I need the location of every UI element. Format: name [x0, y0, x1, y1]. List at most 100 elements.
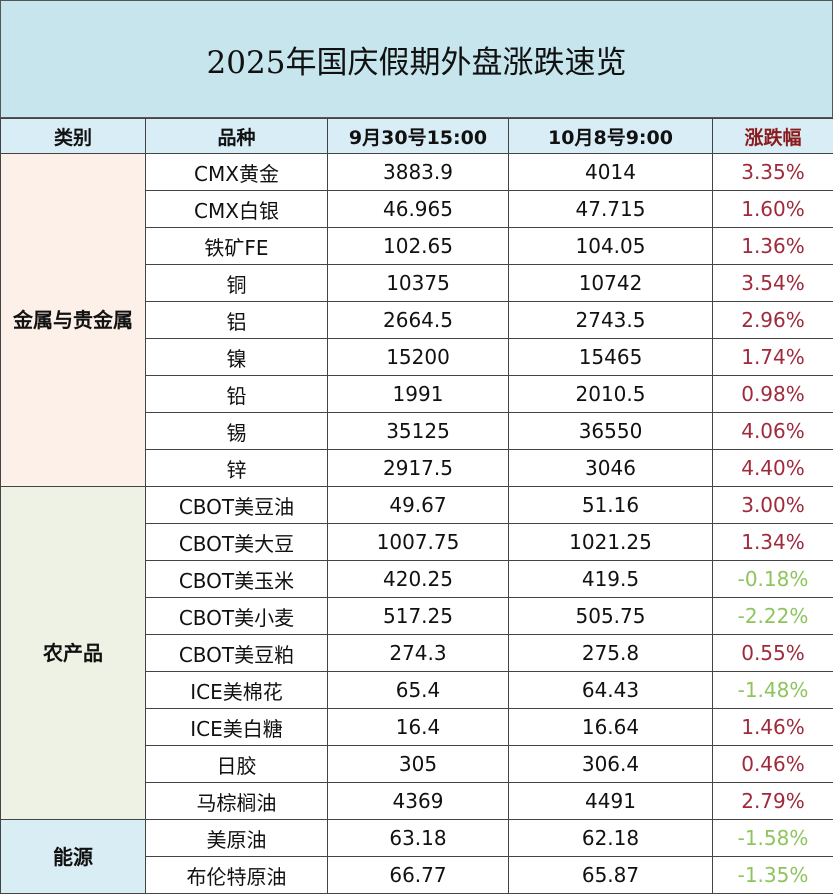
change-cell: 0.46% [712, 745, 833, 783]
price-sep30-cell: 46.965 [327, 190, 509, 228]
change-cell: 4.06% [712, 412, 833, 450]
price-oct8-cell: 51.16 [508, 486, 713, 524]
price-sep30-cell: 102.65 [327, 227, 509, 265]
price-oct8-cell: 275.8 [508, 634, 713, 672]
header-row: 类别 品种 9月30号15:00 10月8号9:00 涨跌幅 [0, 118, 833, 154]
change-cell: 3.35% [712, 153, 833, 191]
table-row: 铜 10375 10742 3.54% [1, 264, 833, 302]
table-row: ICE美棉花 65.4 64.43 -1.48% [1, 671, 833, 709]
product-cell: ICE美棉花 [145, 671, 328, 709]
product-cell: 日胶 [145, 745, 328, 783]
header-price-oct8: 10月8号9:00 [508, 118, 713, 154]
price-oct8-cell: 10742 [508, 264, 713, 302]
price-oct8-cell: 65.87 [508, 856, 713, 894]
price-oct8-cell: 1021.25 [508, 523, 713, 561]
product-cell: 镍 [145, 338, 328, 376]
change-cell: -2.22% [712, 597, 833, 635]
price-oct8-cell: 2010.5 [508, 375, 713, 413]
price-oct8-cell: 4491 [508, 782, 713, 820]
table-row: 镍 15200 15465 1.74% [1, 338, 833, 376]
product-cell: 铝 [145, 301, 328, 339]
change-cell: 1.60% [712, 190, 833, 228]
table-row: CBOT美小麦 517.25 505.75 -2.22% [1, 597, 833, 635]
product-cell: 锡 [145, 412, 328, 450]
change-cell: -0.18% [712, 560, 833, 598]
product-cell: CMX黄金 [145, 153, 328, 191]
table-row: CBOT美玉米 420.25 419.5 -0.18% [1, 560, 833, 598]
price-sep30-cell: 16.4 [327, 708, 509, 746]
price-sep30-cell: 517.25 [327, 597, 509, 635]
price-oct8-cell: 47.715 [508, 190, 713, 228]
product-cell: CBOT美大豆 [145, 523, 328, 561]
change-cell: 1.46% [712, 708, 833, 746]
price-oct8-cell: 36550 [508, 412, 713, 450]
change-cell: -1.58% [712, 819, 833, 857]
price-sep30-cell: 274.3 [327, 634, 509, 672]
change-cell: 3.54% [712, 264, 833, 302]
change-cell: 1.34% [712, 523, 833, 561]
price-sep30-cell: 10375 [327, 264, 509, 302]
category-cell: 能源 [0, 819, 146, 894]
price-sep30-cell: 15200 [327, 338, 509, 376]
product-cell: CBOT美小麦 [145, 597, 328, 635]
price-oct8-cell: 4014 [508, 153, 713, 191]
header-category: 类别 [0, 118, 146, 154]
header-product: 品种 [145, 118, 328, 154]
price-sep30-cell: 4369 [327, 782, 509, 820]
change-cell: 3.00% [712, 486, 833, 524]
table-row: 农产品 CBOT美豆油 49.67 51.16 3.00% [0, 486, 833, 820]
product-cell: 美原油 [145, 819, 328, 857]
price-sep30-cell: 1007.75 [327, 523, 509, 561]
price-oct8-cell: 505.75 [508, 597, 713, 635]
product-cell: 锌 [145, 449, 328, 487]
change-cell: -1.35% [712, 856, 833, 894]
price-oct8-cell: 104.05 [508, 227, 713, 265]
price-oct8-cell: 64.43 [508, 671, 713, 709]
table-row: 日胶 305 306.4 0.46% [1, 745, 833, 783]
price-sep30-cell: 66.77 [327, 856, 509, 894]
price-sep30-cell: 3883.9 [327, 153, 509, 191]
header-change: 涨跌幅 [712, 118, 833, 154]
price-sep30-cell: 2917.5 [327, 449, 509, 487]
page-title: 2025年国庆假期外盘涨跌速览 [0, 0, 833, 118]
price-sep30-cell: 2664.5 [327, 301, 509, 339]
product-cell: CBOT美玉米 [145, 560, 328, 598]
price-oct8-cell: 306.4 [508, 745, 713, 783]
change-cell: 2.96% [712, 301, 833, 339]
price-oct8-cell: 16.64 [508, 708, 713, 746]
product-cell: CMX白银 [145, 190, 328, 228]
category-cell: 金属与贵金属 [0, 153, 146, 487]
change-cell: -1.48% [712, 671, 833, 709]
product-cell: ICE美白糖 [145, 708, 328, 746]
price-oct8-cell: 3046 [508, 449, 713, 487]
price-sep30-cell: 35125 [327, 412, 509, 450]
price-oct8-cell: 62.18 [508, 819, 713, 857]
product-cell: 马棕榈油 [145, 782, 328, 820]
product-cell: CBOT美豆油 [145, 486, 328, 524]
price-oct8-cell: 419.5 [508, 560, 713, 598]
price-change-table: 类别 品种 9月30号15:00 10月8号9:00 涨跌幅 金属与贵金属 CMX… [0, 118, 833, 894]
table-row: 锌 2917.5 3046 4.40% [1, 449, 833, 487]
product-cell: 铁矿FE [145, 227, 328, 265]
price-sep30-cell: 63.18 [327, 819, 509, 857]
change-cell: 1.36% [712, 227, 833, 265]
price-sep30-cell: 420.25 [327, 560, 509, 598]
product-cell: 铅 [145, 375, 328, 413]
table-row: ICE美白糖 16.4 16.64 1.46% [1, 708, 833, 746]
table-row: 布伦特原油 66.77 65.87 -1.35% [1, 856, 833, 894]
price-sep30-cell: 49.67 [327, 486, 509, 524]
change-cell: 4.40% [712, 449, 833, 487]
table-row: 金属与贵金属 CMX黄金 3883.9 4014 3.35% [0, 153, 833, 487]
table-row: 能源 美原油 63.18 62.18 -1.58% [0, 819, 833, 894]
product-cell: 铜 [145, 264, 328, 302]
change-cell: 1.74% [712, 338, 833, 376]
category-cell: 农产品 [0, 486, 146, 820]
product-cell: CBOT美豆粕 [145, 634, 328, 672]
price-sep30-cell: 65.4 [327, 671, 509, 709]
change-cell: 0.55% [712, 634, 833, 672]
product-cell: 布伦特原油 [145, 856, 328, 894]
price-oct8-cell: 2743.5 [508, 301, 713, 339]
table-row: 马棕榈油 4369 4491 2.79% [1, 782, 833, 820]
header-price-sep30: 9月30号15:00 [327, 118, 509, 154]
price-oct8-cell: 15465 [508, 338, 713, 376]
